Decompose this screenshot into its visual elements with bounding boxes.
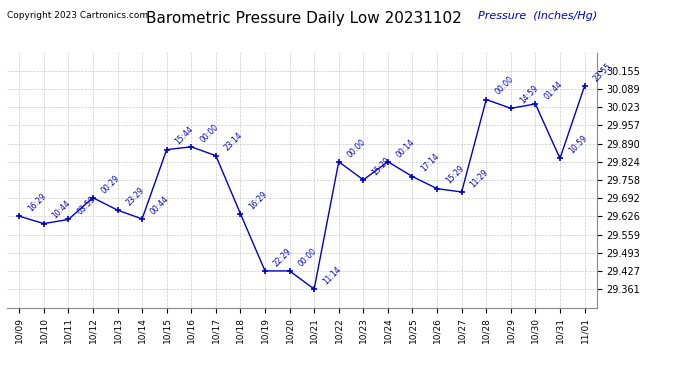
Text: 10:44: 10:44	[51, 199, 72, 221]
Text: 23:14: 23:14	[223, 131, 244, 153]
Text: Pressure  (Inches/Hg): Pressure (Inches/Hg)	[477, 11, 597, 21]
Text: 10:59: 10:59	[567, 134, 589, 156]
Text: 23:55: 23:55	[591, 62, 613, 83]
Text: 00:29: 00:29	[100, 173, 121, 195]
Text: 01:44: 01:44	[542, 80, 564, 101]
Text: 15:29: 15:29	[444, 164, 466, 186]
Text: Barometric Pressure Daily Low 20231102: Barometric Pressure Daily Low 20231102	[146, 11, 462, 26]
Text: 15:29: 15:29	[371, 155, 392, 177]
Text: 00:00: 00:00	[493, 75, 515, 97]
Text: 00:44: 00:44	[149, 194, 171, 216]
Text: 16:29: 16:29	[248, 189, 269, 211]
Text: 14:59: 14:59	[518, 84, 540, 106]
Text: Copyright 2023 Cartronics.com: Copyright 2023 Cartronics.com	[7, 11, 148, 20]
Text: 00:14: 00:14	[395, 137, 417, 159]
Text: 03:59: 03:59	[75, 195, 97, 217]
Text: 00:00: 00:00	[346, 137, 368, 159]
Text: 00:00: 00:00	[198, 122, 220, 144]
Text: 15:44: 15:44	[174, 125, 195, 147]
Text: 17:14: 17:14	[420, 152, 441, 174]
Text: 11:14: 11:14	[321, 265, 343, 286]
Text: 22:29: 22:29	[272, 246, 294, 268]
Text: 11:29: 11:29	[469, 168, 491, 189]
Text: 16:29: 16:29	[26, 192, 48, 213]
Text: 00:00: 00:00	[297, 246, 319, 268]
Text: 23:29: 23:29	[124, 186, 146, 207]
